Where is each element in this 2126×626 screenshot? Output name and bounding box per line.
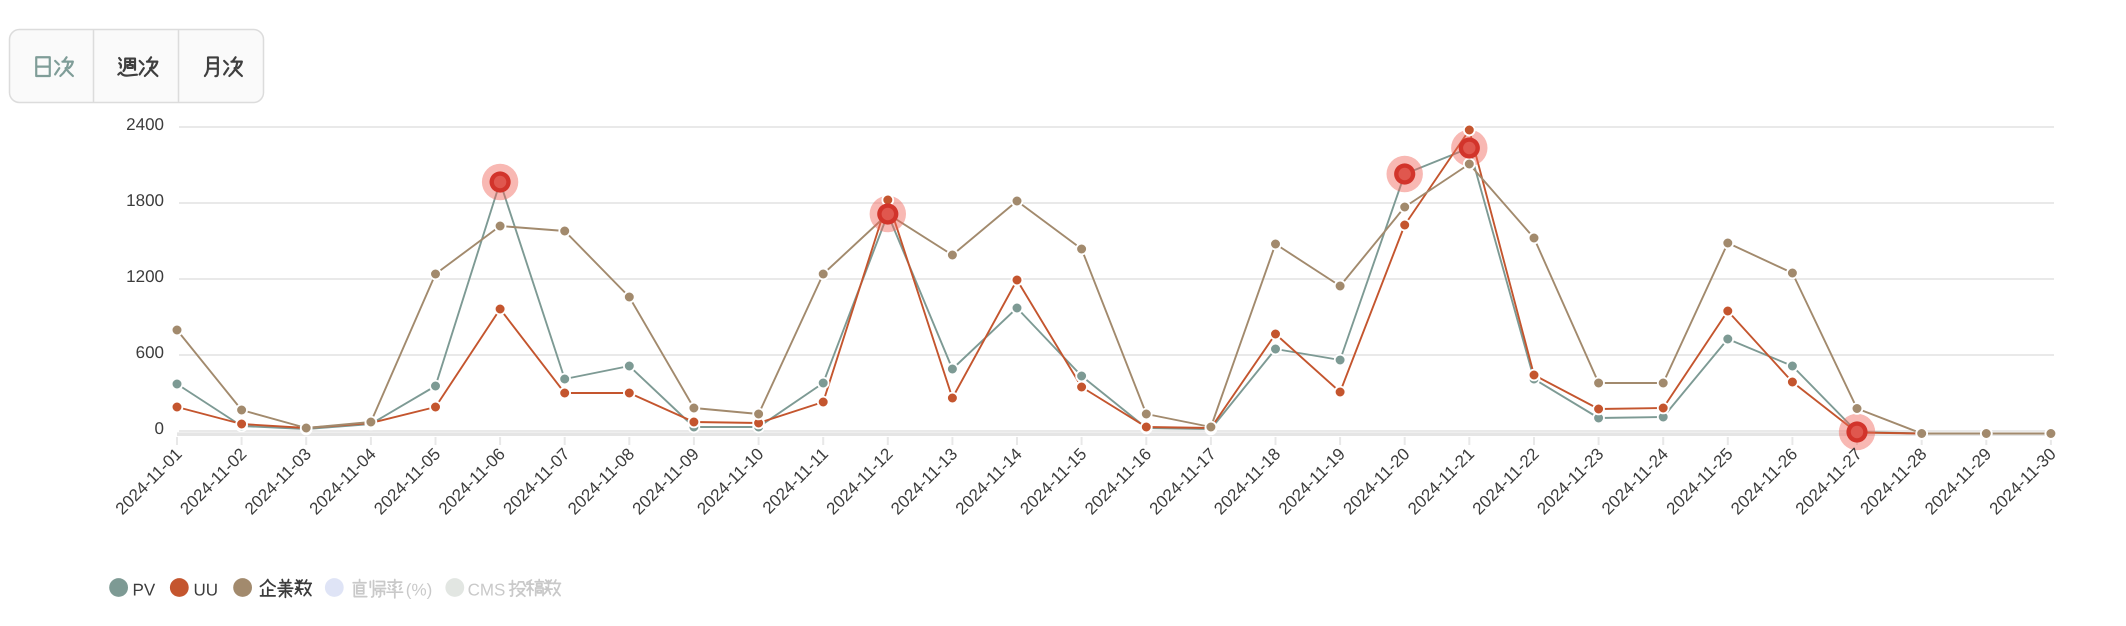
- svg-text:UU: UU: [194, 581, 219, 600]
- svg-text:0: 0: [155, 419, 164, 438]
- svg-text:PV: PV: [133, 581, 156, 600]
- svg-text:1200: 1200: [126, 267, 164, 286]
- svg-text:2400: 2400: [126, 115, 164, 134]
- svg-text:600: 600: [136, 343, 164, 362]
- svg-text:CMS: CMS: [468, 581, 506, 600]
- svg-text:(%): (%): [406, 581, 432, 600]
- svg-text:1800: 1800: [126, 191, 164, 210]
